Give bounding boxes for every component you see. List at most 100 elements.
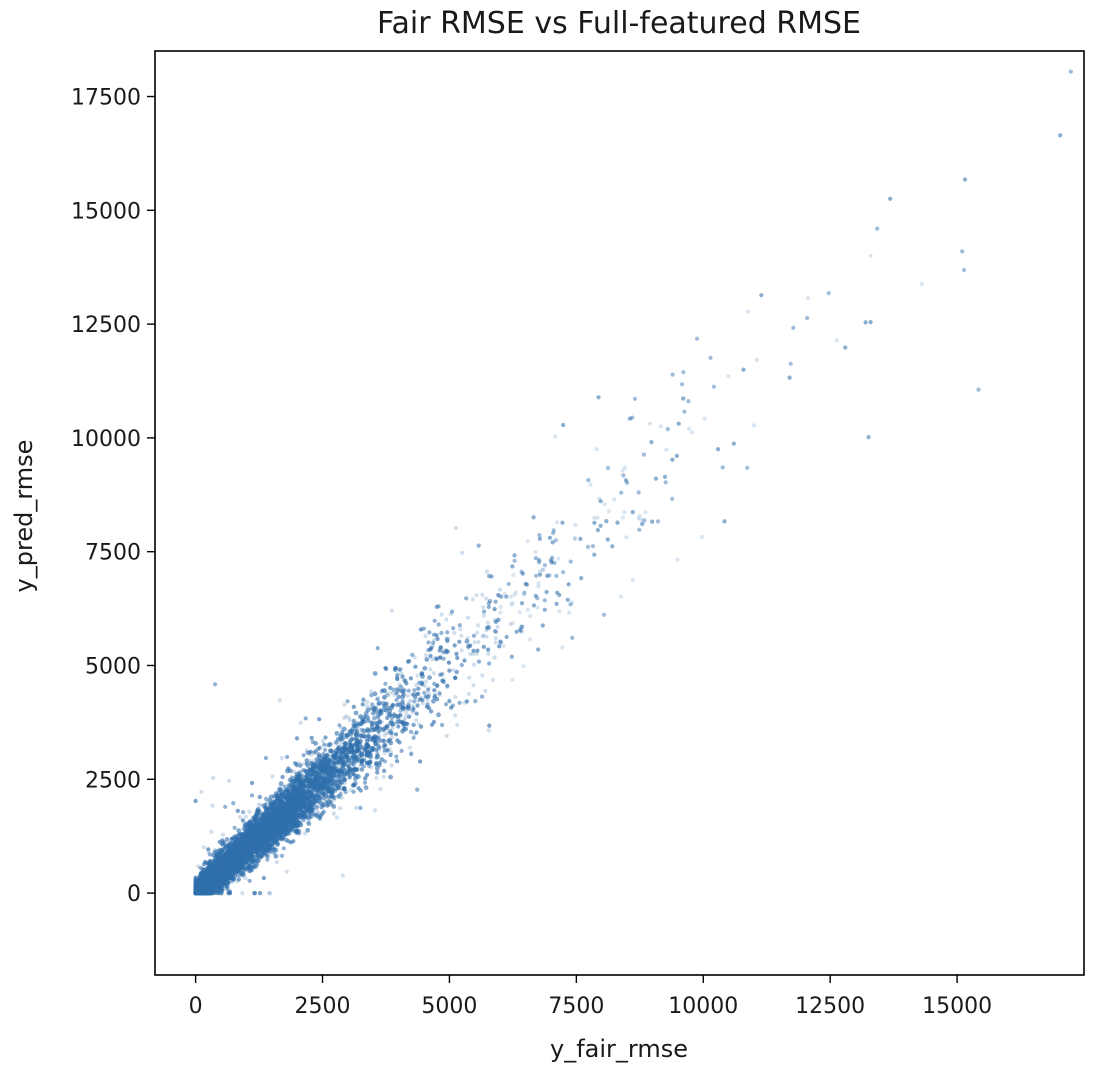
scatter-point: [440, 678, 445, 683]
scatter-point: [402, 678, 407, 683]
scatter-point: [444, 648, 449, 653]
scatter-point: [618, 594, 624, 599]
scatter-point: [404, 711, 409, 717]
scatter-point: [342, 715, 347, 721]
scatter-point: [395, 687, 400, 692]
scatter-point: [453, 675, 458, 681]
scatter-point: [296, 760, 301, 766]
scatter-point: [484, 596, 489, 601]
scatter-point: [348, 788, 353, 793]
scatter-point: [212, 847, 217, 853]
scatter-point: [220, 842, 225, 847]
scatter-point: [444, 733, 449, 739]
scatter-point: [416, 686, 421, 691]
scatter-point: [620, 468, 625, 473]
scatter-point: [331, 811, 336, 816]
scatter-point: [472, 640, 477, 645]
scatter-point: [510, 600, 515, 606]
scatter-point: [227, 778, 232, 783]
scatter-point: [594, 447, 599, 452]
scatter-point: [547, 535, 553, 540]
scatter-point: [493, 619, 498, 624]
scatter-point: [210, 803, 215, 808]
scatter-point: [453, 713, 458, 718]
scatter-point: [317, 717, 322, 722]
scatter-point: [376, 696, 381, 701]
scatter-point: [649, 440, 654, 445]
scatter-point: [437, 692, 443, 698]
scatter-point: [342, 702, 347, 707]
scatter-point: [540, 567, 545, 572]
scatter-point: [466, 691, 471, 697]
scatter-point: [402, 679, 408, 684]
scatter-point: [726, 374, 731, 379]
scatter-point: [417, 697, 423, 702]
scatter-point: [397, 740, 402, 745]
scatter-point: [499, 594, 504, 599]
scatter-point: [521, 664, 526, 669]
scatter-point: [573, 522, 578, 528]
scatter-point: [620, 515, 626, 520]
scatter-point: [536, 557, 541, 562]
scatter-point: [338, 741, 343, 746]
scatter-point: [266, 854, 271, 859]
scatter-point: [240, 891, 245, 896]
scatter-point: [485, 620, 490, 625]
scatter-point: [203, 859, 208, 865]
scatter-point: [453, 694, 458, 700]
scatter-point: [492, 655, 497, 660]
scatter-point: [420, 681, 425, 687]
scatter-point: [379, 757, 384, 762]
scatter-point: [199, 789, 204, 794]
scatter-point: [501, 643, 506, 649]
scatter-points: [193, 69, 1073, 896]
scatter-point: [459, 648, 464, 653]
scatter-point: [476, 639, 481, 645]
scatter-point: [455, 722, 460, 728]
scatter-point: [384, 730, 389, 735]
scatter-point: [471, 683, 476, 688]
scatter-point: [396, 694, 401, 699]
scatter-point: [426, 705, 432, 711]
scatter-point: [560, 520, 565, 525]
scatter-point: [699, 534, 705, 540]
scatter-point: [578, 536, 583, 542]
scatter-point: [237, 815, 243, 820]
scatter-point: [545, 573, 550, 579]
scatter-point: [310, 814, 315, 819]
scatter-point: [209, 829, 214, 834]
scatter-point: [754, 357, 759, 362]
scatter-point: [354, 805, 359, 811]
scatter-point: [537, 572, 543, 577]
scatter-point: [504, 634, 509, 640]
scatter-point: [520, 629, 525, 635]
scatter-point: [674, 453, 680, 458]
scatter-point: [405, 693, 410, 699]
scatter-point: [201, 845, 207, 850]
scatter-point: [751, 423, 757, 428]
scatter-point: [866, 435, 871, 440]
scatter-point: [206, 849, 211, 854]
scatter-point: [415, 703, 420, 708]
scatter-point: [384, 747, 389, 752]
scatter-point: [636, 516, 641, 521]
scatter-point: [464, 699, 470, 704]
scatter-point: [451, 667, 456, 673]
scatter-point: [382, 733, 387, 738]
scatter-point: [227, 889, 232, 894]
scatter-point: [525, 539, 530, 544]
scatter-point: [422, 683, 427, 689]
scatter-point: [428, 667, 433, 672]
scatter-point: [475, 648, 480, 653]
scatter-point: [395, 677, 400, 682]
scatter-point: [588, 482, 593, 487]
scatter-point: [279, 755, 284, 761]
scatter-point: [595, 528, 601, 533]
scatter-point: [359, 767, 364, 772]
scatter-point: [320, 738, 325, 744]
scatter-point: [414, 718, 419, 723]
scatter-point: [403, 715, 408, 720]
scatter-point: [395, 720, 400, 725]
scatter-point: [390, 725, 395, 731]
scatter-point: [274, 860, 279, 865]
